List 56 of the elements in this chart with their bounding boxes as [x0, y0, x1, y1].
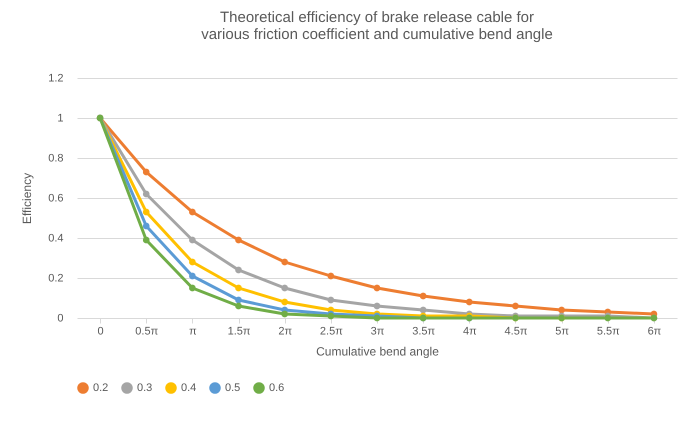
point — [281, 258, 288, 266]
point — [189, 258, 196, 266]
point — [142, 236, 150, 244]
point — [142, 190, 150, 198]
y-tick-label: 0 — [57, 312, 64, 324]
point — [142, 168, 150, 176]
x-tick-label: 4π — [462, 326, 478, 338]
x-tick-label: 6π — [648, 326, 662, 338]
x-tick-label: 1.5π — [228, 326, 251, 338]
point — [142, 222, 150, 230]
y-axis-title: Efficiency — [20, 172, 34, 224]
point — [558, 306, 565, 314]
point — [235, 284, 242, 292]
legend-label: 0.2 — [93, 382, 108, 394]
point — [327, 272, 334, 280]
x-tick-label: 4.5π — [504, 326, 528, 338]
y-tick-label: 0.2 — [48, 272, 64, 284]
x-tick-label: π — [189, 326, 198, 338]
x-tick-label: 3.5π — [412, 326, 436, 338]
legend-label: 0.3 — [137, 382, 152, 394]
legend-label: 0.5 — [225, 382, 240, 394]
point — [374, 284, 380, 292]
point — [235, 302, 242, 310]
point — [512, 302, 519, 310]
point — [142, 208, 150, 216]
x-tick-label: 2π — [278, 326, 292, 338]
y-tick-label: 0.4 — [48, 232, 64, 244]
y-tick-label: 1 — [57, 112, 64, 124]
y-tick-label: 0.8 — [48, 152, 64, 164]
y-tick-label: 1.2 — [48, 72, 64, 84]
point — [281, 284, 288, 292]
point — [466, 298, 473, 306]
point — [420, 306, 427, 314]
point — [235, 266, 242, 274]
x-tick-label: 5π — [555, 326, 570, 338]
x-tick-label: 5.5π — [596, 326, 620, 338]
x-tick-label: 0 — [98, 326, 104, 338]
point — [235, 236, 242, 244]
point — [281, 298, 288, 306]
point — [420, 292, 427, 300]
point — [235, 296, 242, 304]
legend-label: 0.6 — [269, 382, 284, 394]
x-axis-title: Cumulative bend angle — [316, 344, 440, 358]
point — [281, 310, 288, 318]
point — [374, 302, 380, 310]
chart-title: Theoretical efficiency of brake release cable for various friction coefficient and cumulative bend angle — [201, 9, 553, 43]
x-tick-label: 0.5π — [135, 326, 159, 338]
x-tick-label: 3π — [370, 326, 385, 338]
point — [189, 208, 196, 216]
x-tick-label: 2.5π — [320, 326, 344, 338]
point — [189, 272, 196, 280]
point — [189, 236, 196, 244]
point — [189, 284, 196, 292]
point — [327, 296, 334, 304]
legend-label: 0.4 — [181, 382, 196, 394]
y-tick-label: 0.6 — [48, 192, 64, 204]
